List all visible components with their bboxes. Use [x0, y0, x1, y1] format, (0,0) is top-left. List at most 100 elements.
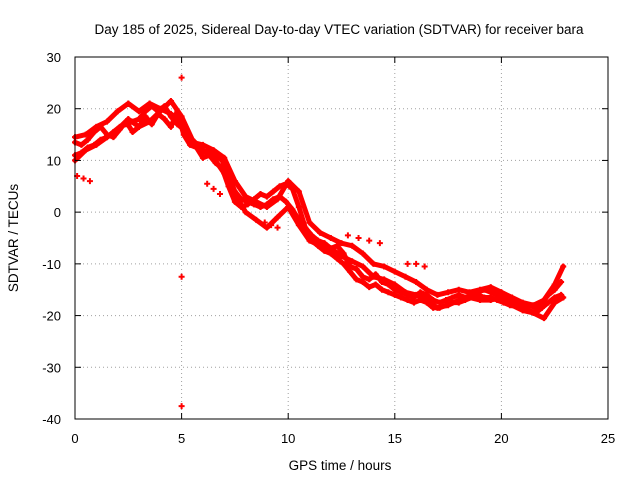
- data-point: [487, 297, 494, 304]
- data-point: [103, 118, 110, 125]
- data-point: [204, 180, 211, 187]
- data-point: [455, 286, 462, 293]
- data-point: [157, 105, 164, 112]
- data-point: [161, 116, 168, 123]
- data-point: [285, 203, 292, 210]
- data-point: [466, 294, 473, 301]
- data-point: [391, 281, 398, 288]
- data-point: [295, 222, 302, 229]
- data-point: [125, 116, 132, 123]
- series-scatter-points: [74, 74, 428, 410]
- data-point: [327, 245, 334, 252]
- data-point: [391, 291, 398, 298]
- data-point: [82, 147, 89, 154]
- data-point: [413, 291, 420, 298]
- series-line: [72, 101, 566, 308]
- data-point: [178, 273, 185, 280]
- data-point: [317, 229, 324, 236]
- data-point: [178, 74, 185, 81]
- data-point: [359, 273, 366, 280]
- y-tick-label: 10: [47, 153, 61, 168]
- data-point: [306, 219, 313, 226]
- data-point: [530, 309, 537, 316]
- data-point: [545, 299, 552, 306]
- data-point: [466, 289, 473, 296]
- data-point: [355, 235, 362, 241]
- data-point: [498, 289, 505, 296]
- data-point: [359, 250, 366, 257]
- data-point: [519, 299, 526, 306]
- data-point: [146, 118, 153, 125]
- data-point: [541, 315, 548, 322]
- data-point: [103, 134, 110, 141]
- plot-frame: [74, 56, 609, 420]
- data-point: [541, 297, 548, 304]
- data-point: [242, 209, 249, 216]
- data-point: [199, 154, 206, 161]
- data-point: [135, 123, 142, 130]
- y-tick-label: 20: [47, 102, 61, 117]
- data-point: [385, 289, 392, 296]
- data-point: [338, 253, 345, 260]
- data-point: [477, 297, 484, 304]
- data-point: [253, 198, 260, 205]
- x-tick-label: 15: [388, 431, 402, 446]
- data-point: [455, 291, 462, 298]
- data-point: [263, 193, 270, 200]
- y-tick-label: 30: [47, 50, 61, 65]
- data-point: [125, 100, 132, 107]
- data-point: [366, 276, 373, 283]
- data-point: [487, 284, 494, 291]
- data-point: [487, 289, 494, 296]
- data-point: [398, 294, 405, 301]
- series-track-2: [72, 103, 565, 316]
- x-tick-label: 10: [281, 431, 295, 446]
- data-point: [477, 286, 484, 293]
- data-point: [295, 203, 302, 210]
- y-axis-ticks: 30 20 10 0 -10 -20 -30 -40: [42, 50, 608, 427]
- data-point: [359, 263, 366, 270]
- data-point: [178, 118, 185, 125]
- data-point: [413, 278, 420, 285]
- data-point: [327, 235, 334, 241]
- data-point: [327, 250, 334, 257]
- data-point: [263, 203, 270, 210]
- data-point: [93, 141, 100, 148]
- y-tick-label: -10: [42, 257, 61, 272]
- data-point: [434, 304, 441, 311]
- data-point: [274, 214, 281, 221]
- data-point: [509, 294, 516, 301]
- data-point: [167, 110, 174, 117]
- data-point: [84, 136, 91, 143]
- x-tick-label: 25: [601, 431, 615, 446]
- data-point: [146, 100, 153, 107]
- data-point: [231, 178, 238, 185]
- data-point: [436, 299, 443, 306]
- data-point: [404, 260, 411, 267]
- data-point: [268, 222, 275, 229]
- series-track-4: [72, 100, 567, 309]
- data-point: [231, 191, 238, 198]
- data-point: [274, 224, 281, 231]
- data-point: [167, 97, 174, 104]
- data-point: [551, 294, 558, 301]
- series-track-1: [72, 108, 565, 311]
- data-point: [129, 128, 136, 135]
- data-point: [349, 258, 356, 265]
- data-point: [178, 113, 185, 120]
- data-point: [221, 170, 228, 177]
- data-point: [210, 185, 217, 192]
- data-point: [391, 286, 398, 293]
- data-point: [474, 291, 481, 298]
- data-point: [381, 276, 388, 283]
- data-point: [210, 147, 217, 154]
- data-point: [78, 141, 85, 148]
- data-point: [558, 278, 565, 285]
- data-point: [538, 304, 545, 311]
- data-point: [93, 123, 100, 130]
- data-point: [274, 196, 281, 203]
- data-point: [359, 278, 366, 285]
- data-point: [560, 263, 567, 270]
- data-point: [261, 219, 268, 226]
